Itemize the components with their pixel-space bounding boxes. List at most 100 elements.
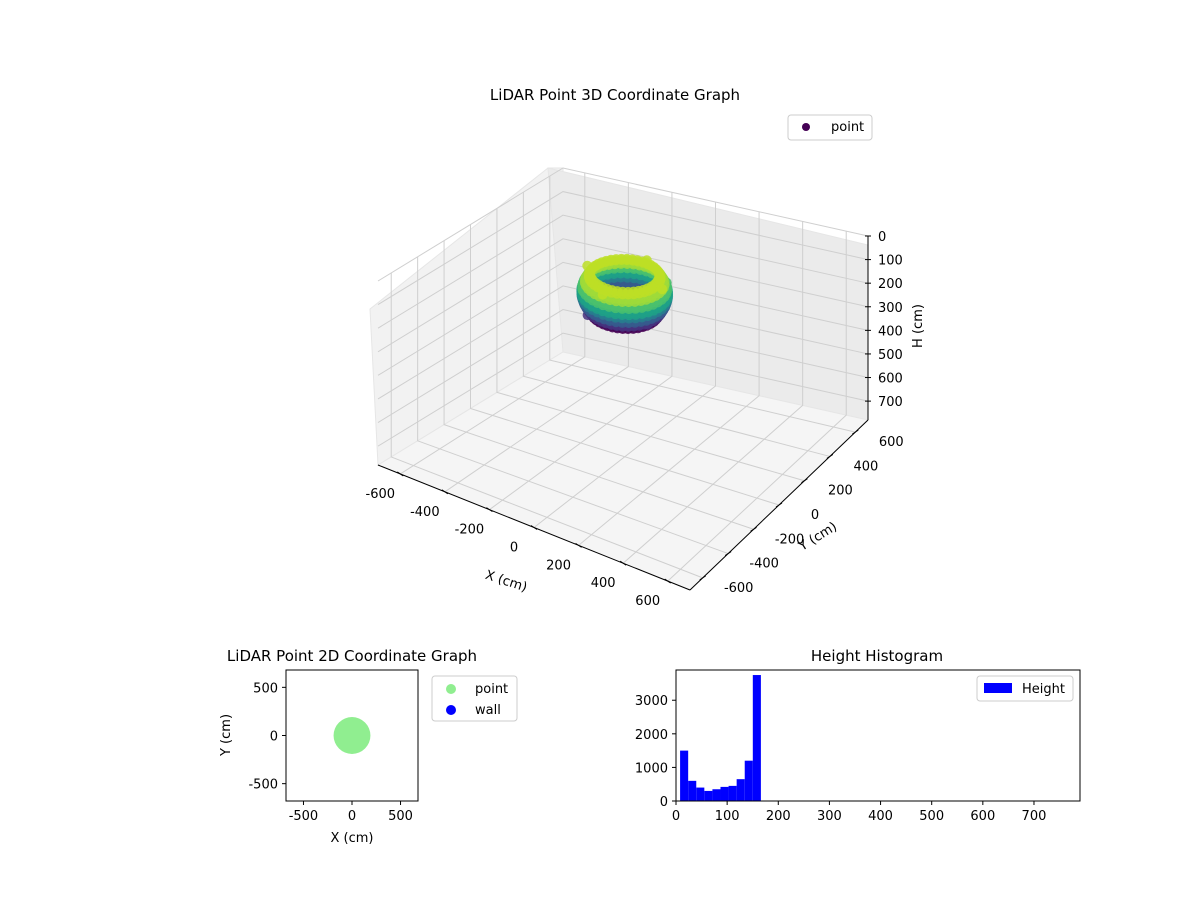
x-tick-label-histogram: 300 xyxy=(817,809,842,824)
chart-2d: LiDAR Point 2D Coordinate Graph -500 0 500… xyxy=(219,647,518,846)
grid-line-x xyxy=(622,221,804,564)
legend-2d: point wall xyxy=(431,675,518,722)
x-tick-3d xyxy=(530,525,538,530)
histogram-title: Height Histogram xyxy=(811,647,943,665)
grid-3d xyxy=(377,167,869,582)
x-tick-3d xyxy=(619,560,627,566)
legend-2d-wall-marker xyxy=(446,705,456,715)
grid-line-x xyxy=(400,172,586,475)
legend-histogram-swatch xyxy=(984,683,1012,693)
chart-3d: LiDAR Point 3D Coordinate Graph -600 -400… xyxy=(366,86,926,609)
legend-2d-point-label: point xyxy=(475,682,508,697)
axes-3d: -600-400-2000200400600-600-400-200020040… xyxy=(366,230,904,609)
x-tick-label-2d: 0 xyxy=(348,809,356,824)
histogram-bar xyxy=(752,675,761,801)
grid-line-z xyxy=(377,238,869,353)
histogram-bar xyxy=(688,780,697,801)
x-tick-label-histogram: 600 xyxy=(970,809,995,824)
x-tick-3d xyxy=(664,578,671,584)
grid-line-y xyxy=(417,256,729,555)
x-tick-label-3d: -200 xyxy=(455,523,485,538)
histogram-bar xyxy=(712,789,721,801)
legend-histogram-frame xyxy=(976,675,1074,702)
y-tick-label-2d: -500 xyxy=(248,778,278,793)
histogram-bars xyxy=(680,675,761,801)
legend-3d: point xyxy=(787,114,873,141)
histogram-bar xyxy=(744,760,753,801)
x-tick-label-histogram: 700 xyxy=(1022,809,1047,824)
chart-2d-title: LiDAR Point 2D Coordinate Graph xyxy=(227,647,477,665)
ticks-histogram: 0 100 200 300 400 500 600 700 0 1000 2000 3000 xyxy=(635,694,1046,824)
y-tick-label-3d: -200 xyxy=(775,532,805,547)
grid-line-x xyxy=(489,192,673,511)
z-tick-label-3d: 600 xyxy=(878,372,903,387)
x-tick-label-histogram: 200 xyxy=(766,809,791,824)
y-tick-label-3d: 200 xyxy=(828,484,853,499)
x-tick-label-3d: 400 xyxy=(591,576,616,591)
grid-line-z xyxy=(377,191,869,306)
legend-histogram: Height xyxy=(976,675,1074,702)
x-tick-label-3d: -400 xyxy=(410,505,440,520)
grid-line-z xyxy=(377,214,869,329)
y-tick-label-3d: 600 xyxy=(879,435,904,450)
x-tick-label-2d: 500 xyxy=(388,809,413,824)
point-region-2d xyxy=(333,717,371,754)
legend-2d-point-marker xyxy=(446,684,456,694)
grid-line-y xyxy=(549,176,856,433)
grid-line-z xyxy=(377,332,869,447)
histogram-bar xyxy=(680,750,689,801)
x-tick-label-3d: 600 xyxy=(635,594,660,609)
y-tick-label-3d: -400 xyxy=(749,557,779,572)
z-tick-label-3d: 700 xyxy=(878,395,903,410)
z-tick-label-3d: 100 xyxy=(878,254,903,269)
chart-histogram: Height Histogram 0 100 200 300 400 500 600 7000… xyxy=(635,647,1081,824)
x-tick-3d xyxy=(486,507,493,513)
z-tick-label-3d: 400 xyxy=(878,324,903,339)
x-tick-label-histogram: 100 xyxy=(715,809,740,824)
y-tick-label-2d: 500 xyxy=(253,681,278,696)
z-tick-label-3d: 200 xyxy=(878,277,903,292)
histogram-bar xyxy=(704,790,713,801)
grid-line-z xyxy=(377,309,869,423)
legend-3d-label: point xyxy=(831,120,864,135)
x-axis-label-2d: X (cm) xyxy=(331,831,374,846)
y-tick-3d xyxy=(724,551,732,556)
y-tick-3d xyxy=(852,429,859,435)
y-tick-label-2d: 0 xyxy=(270,730,278,745)
y-tick-label-histogram: 3000 xyxy=(635,694,668,709)
grid-line-y xyxy=(522,192,830,457)
grid-line-x xyxy=(578,211,760,546)
point-cloud-2d xyxy=(333,717,371,754)
x-tick-label-2d: -500 xyxy=(289,809,319,824)
histogram-bar xyxy=(728,785,737,801)
y-tick-label-histogram: 1000 xyxy=(635,761,668,776)
chart-3d-title: LiDAR Point 3D Coordinate Graph xyxy=(490,86,740,104)
histogram-axes-frame xyxy=(675,669,1081,802)
grid-line-z xyxy=(377,167,869,282)
grid-line-z xyxy=(377,261,869,376)
grid-line-y xyxy=(443,240,754,530)
point-3d xyxy=(646,281,657,292)
z-tick-label-3d: 500 xyxy=(878,348,903,363)
y-tick-label-3d: 0 xyxy=(811,508,819,523)
x-axis-label-3d: X (cm) xyxy=(483,568,529,596)
y-tick-label-histogram: 0 xyxy=(660,795,668,810)
z-tick-label-3d: 0 xyxy=(878,230,886,245)
y-axis-label-3d: Y (cm) xyxy=(796,520,840,556)
x-tick-label-3d: 0 xyxy=(510,541,518,556)
y-tick-3d xyxy=(699,575,706,581)
legend-2d-wall-label: wall xyxy=(475,703,501,718)
grid-line-z xyxy=(377,285,869,400)
y-tick-3d xyxy=(826,454,834,459)
z-axis-label-3d: H (cm) xyxy=(911,304,926,348)
legend-3d-marker xyxy=(802,123,810,131)
x-tick-label-3d: 200 xyxy=(546,558,571,573)
ticks-2d: -500 0 500 -500 0 500 xyxy=(248,681,412,824)
x-tick-3d xyxy=(575,542,582,548)
z-tick-label-3d: 300 xyxy=(878,301,903,316)
y-axis-label-2d: Y (cm) xyxy=(219,714,234,757)
x-tick-label-histogram: 0 xyxy=(672,809,680,824)
grid-line-x xyxy=(667,231,847,582)
x-tick-label-histogram: 400 xyxy=(868,809,893,824)
